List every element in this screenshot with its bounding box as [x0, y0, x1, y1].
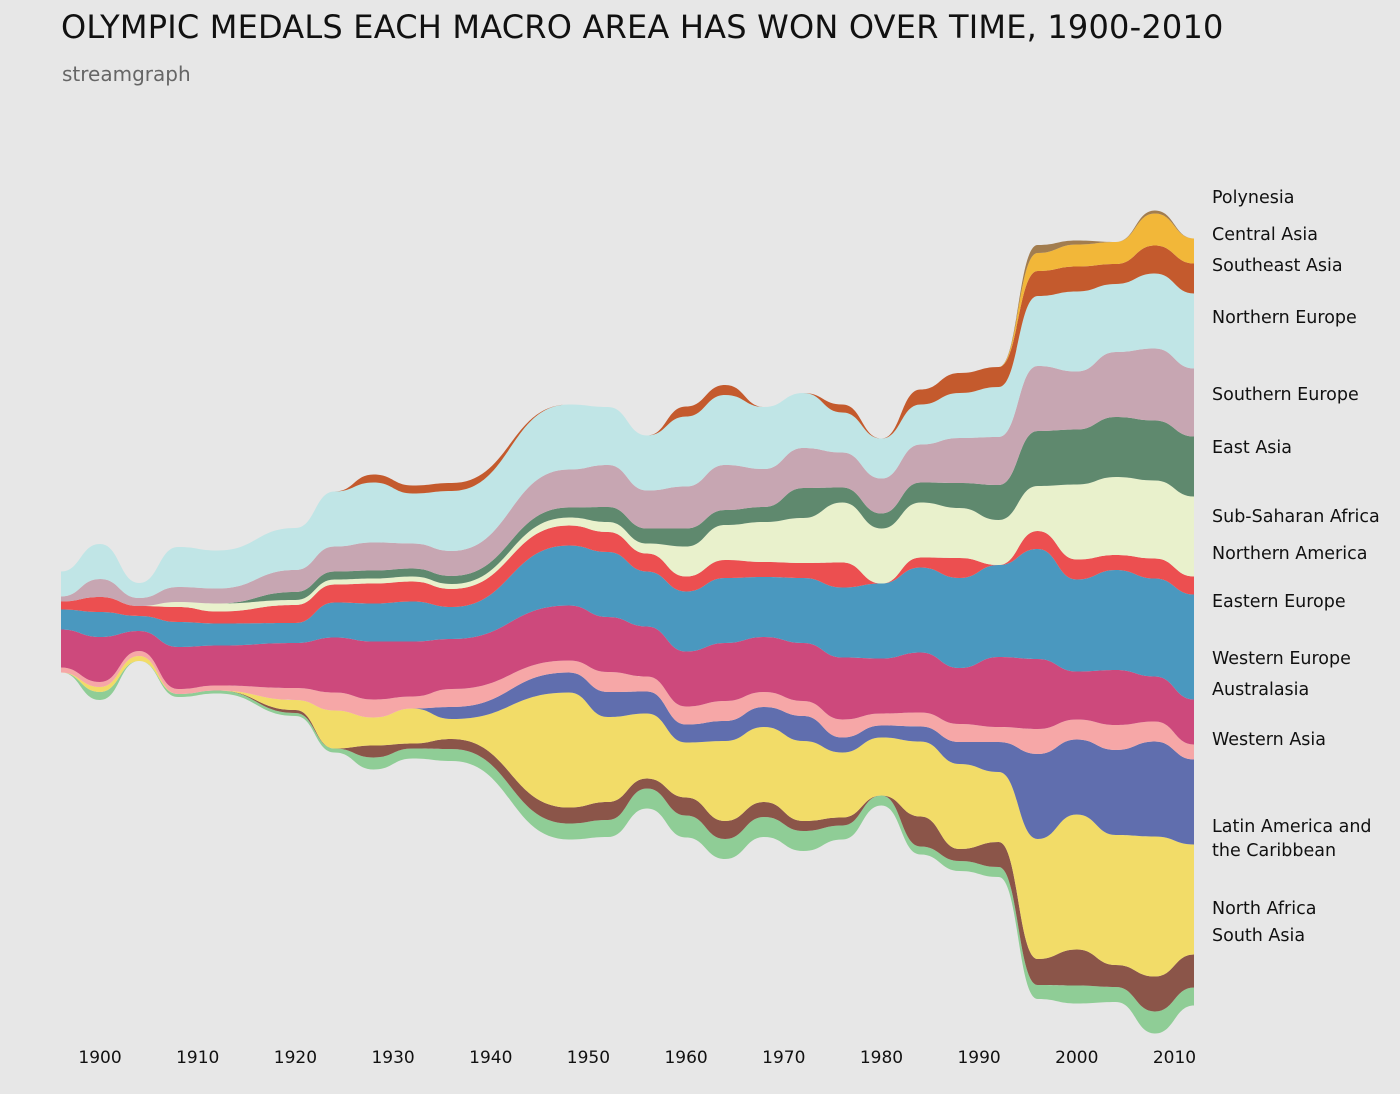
label-southern-europe: Southern Europe	[1212, 385, 1359, 405]
stream-layer-southern-europe	[61, 348, 1194, 606]
stream-layer-western-asia	[61, 656, 1194, 845]
x-tick-label: 2010	[1153, 1048, 1196, 1068]
x-tick-label: 1980	[860, 1048, 903, 1068]
x-tick-label: 1920	[274, 1048, 317, 1068]
x-axis: 1900 1910 1920 1930 1940 1950 1960 1970 1980 1990…	[78, 1048, 1196, 1068]
x-tick-label: 1970	[762, 1048, 805, 1068]
stream-layer-southeast-asia	[61, 245, 1194, 583]
label-south-asia: South Asia	[1212, 926, 1305, 946]
label-western-asia: Western Asia	[1212, 730, 1326, 750]
label-latin-america-line2: the Caribbean	[1212, 841, 1336, 861]
stream-layer-central-asia	[61, 213, 1194, 583]
x-tick-label: 1910	[176, 1048, 219, 1068]
label-north-africa: North Africa	[1212, 899, 1316, 919]
stream-layer-northern-europe	[61, 273, 1194, 598]
x-tick-label: 1900	[78, 1048, 121, 1068]
label-northern-america: Northern America	[1212, 544, 1367, 564]
label-australasia: Australasia	[1212, 680, 1309, 700]
series-labels: Polynesia Central Asia Southeast Asia No…	[1212, 188, 1380, 946]
label-latin-america-line1: Latin America and	[1212, 817, 1372, 837]
label-southeast-asia: Southeast Asia	[1212, 256, 1343, 276]
stream-layer-western-europe	[61, 605, 1194, 745]
label-sub-saharan-africa: Sub-Saharan Africa	[1212, 507, 1380, 527]
label-eastern-europe: Eastern Europe	[1212, 592, 1346, 612]
x-tick-label: 1990	[957, 1048, 1000, 1068]
stream-layer-eastern-europe	[61, 545, 1194, 700]
x-tick-label: 1940	[469, 1048, 512, 1068]
stream-layer-south-asia	[61, 661, 1194, 1034]
chart-subtitle: streamgraph	[62, 62, 191, 86]
stream-layer-latin-america-and-the-caribbean	[61, 656, 1194, 977]
x-tick-label: 1950	[567, 1048, 610, 1068]
x-tick-label: 1960	[664, 1048, 707, 1068]
label-polynesia: Polynesia	[1212, 188, 1294, 208]
label-east-asia: East Asia	[1212, 438, 1292, 458]
x-tick-label: 2000	[1055, 1048, 1098, 1068]
label-western-europe: Western Europe	[1212, 649, 1351, 669]
stream-layer-east-asia	[61, 417, 1194, 606]
chart-title: OLYMPIC MEDALS EACH MACRO AREA HAS WON O…	[61, 8, 1224, 46]
stream-layer-northern-america	[61, 525, 1194, 624]
stream-layer-north-africa	[61, 661, 1194, 1012]
label-central-asia: Central Asia	[1212, 225, 1318, 245]
stream-layers	[61, 210, 1194, 1034]
x-tick-label: 1930	[371, 1048, 414, 1068]
label-northern-europe: Northern Europe	[1212, 308, 1357, 328]
stream-layer-sub-saharan-africa	[61, 477, 1194, 612]
